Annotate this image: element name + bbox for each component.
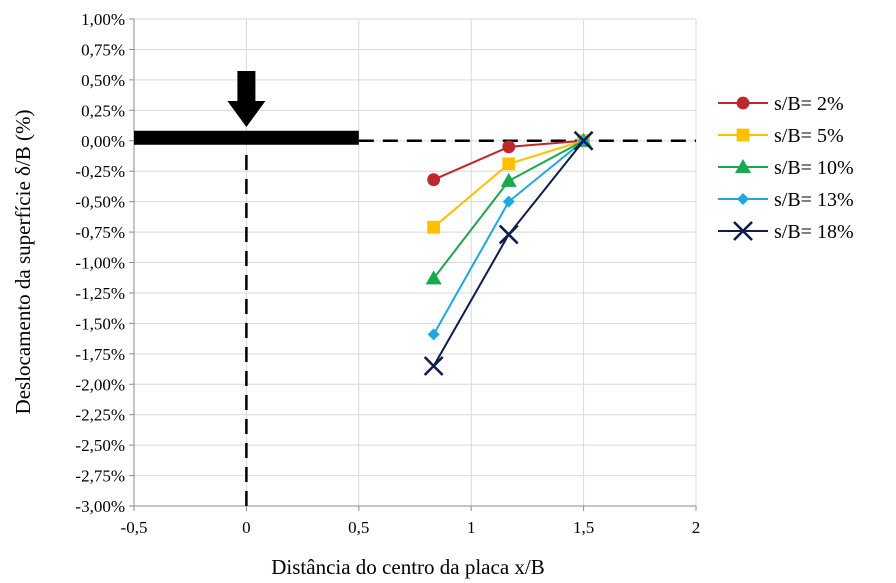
- data-point: [502, 157, 516, 171]
- load-arrow-icon: [227, 71, 266, 127]
- y-tick-label: -0,50%: [75, 193, 125, 212]
- y-tick-label: -3,00%: [75, 497, 125, 516]
- y-tick-label: -2,75%: [75, 467, 125, 486]
- grid: [133, 18, 697, 507]
- data-point: [500, 172, 517, 187]
- legend: s/B= 2% s/B= 5% s/B= 10% s/B= 13% s/B= 18%: [718, 93, 854, 243]
- x-tick-label: 0: [242, 518, 251, 537]
- data-point: [427, 328, 440, 341]
- legend-label: s/B= 5%: [774, 125, 844, 147]
- data-point: [423, 356, 444, 376]
- y-tick-label: 1,00%: [81, 10, 125, 29]
- y-tick-label: 0,25%: [81, 101, 125, 120]
- y-tick-label: -1,75%: [75, 345, 125, 364]
- legend-item: s/B= 13%: [718, 189, 854, 211]
- series-5: [423, 130, 594, 376]
- series: [423, 130, 594, 376]
- legend-item: s/B= 2%: [718, 93, 844, 115]
- tick-labels: 1,00% 0,75% 0,50% 0,25% 0,00% -0,25% -0,50% -0,…: [75, 10, 700, 537]
- y-tick-label: -0,75%: [75, 223, 125, 242]
- x-tick-label: 0,5: [348, 518, 369, 537]
- y-tick-label: 0,50%: [81, 71, 125, 90]
- x-marker-stroke: [498, 224, 519, 245]
- x-marker-stroke: [423, 356, 444, 376]
- y-tick-label: -0,25%: [75, 162, 125, 181]
- axes: [129, 18, 697, 511]
- legend-item: s/B= 10%: [718, 157, 854, 179]
- legend-marker: [737, 193, 749, 205]
- legend-label: s/B= 18%: [774, 221, 854, 243]
- y-tick-label: -1,00%: [75, 254, 125, 273]
- y-tick-label: -1,25%: [75, 284, 125, 303]
- plate-bar: [134, 130, 359, 145]
- x-tick-label: 2: [692, 518, 701, 537]
- data-point: [425, 270, 442, 285]
- x-marker-stroke: [573, 130, 594, 151]
- legend-marker: [733, 221, 753, 241]
- y-tick-label: 0,75%: [81, 40, 125, 59]
- legend-label: s/B= 10%: [774, 157, 854, 179]
- legend-label: s/B= 2%: [774, 93, 844, 115]
- y-tick-label: 0,00%: [81, 132, 125, 151]
- data-point: [427, 220, 441, 234]
- y-axis-title: Deslocamento da superfície δ/B (%): [11, 110, 35, 415]
- x-marker-stroke: [733, 221, 753, 241]
- legend-label: s/B= 13%: [774, 189, 854, 211]
- data-point: [498, 224, 519, 245]
- x-tick-label: 1: [467, 518, 476, 537]
- x-axis-title: Distância do centro da placa x/B: [271, 555, 544, 579]
- legend-marker: [735, 159, 751, 173]
- y-tick-label: -2,50%: [75, 436, 125, 455]
- data-point: [573, 130, 594, 151]
- legend-marker: [736, 128, 750, 142]
- x-tick-label: -0,5: [121, 518, 148, 537]
- data-point: [502, 140, 516, 154]
- legend-item: s/B= 5%: [718, 125, 844, 147]
- y-tick-label: -2,25%: [75, 406, 125, 425]
- data-point: [427, 173, 441, 187]
- y-tick-label: -2,00%: [75, 375, 125, 394]
- annotations: [134, 71, 696, 506]
- x-tick-label: 1,5: [573, 518, 594, 537]
- y-tick-label: -1,50%: [75, 314, 125, 333]
- legend-item: s/B= 18%: [718, 221, 854, 243]
- data-point: [502, 195, 515, 208]
- legend-marker: [736, 96, 750, 110]
